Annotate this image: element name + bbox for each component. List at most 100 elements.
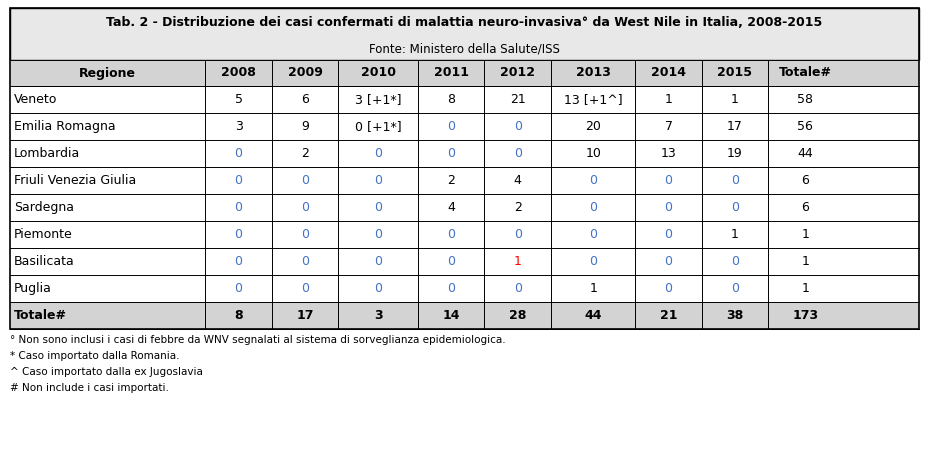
Bar: [10, 8, 918, 60]
Text: 1: 1: [801, 282, 808, 295]
Text: 2008: 2008: [221, 66, 256, 80]
Text: 0: 0: [301, 228, 309, 241]
Text: Veneto: Veneto: [14, 93, 58, 106]
Text: 58: 58: [796, 93, 813, 106]
Text: 38: 38: [726, 309, 742, 322]
Bar: [10, 302, 918, 329]
Text: 0: 0: [447, 120, 455, 133]
Text: 0: 0: [301, 282, 309, 295]
Text: 0: 0: [447, 147, 455, 160]
Text: 8: 8: [447, 93, 455, 106]
Text: Friuli Venezia Giulia: Friuli Venezia Giulia: [14, 174, 136, 187]
Text: 2009: 2009: [288, 66, 322, 80]
Text: 2: 2: [301, 147, 309, 160]
Text: 21: 21: [659, 309, 677, 322]
Text: 0: 0: [447, 282, 455, 295]
Text: 1: 1: [664, 93, 672, 106]
Text: 0: 0: [513, 147, 522, 160]
Bar: [10, 60, 918, 86]
Bar: [10, 8, 918, 329]
Text: 0: 0: [588, 201, 597, 214]
Text: 2: 2: [447, 174, 455, 187]
Text: 14: 14: [442, 309, 459, 322]
Text: ° Non sono inclusi i casi di febbre da WNV segnalati al sistema di sorveglianza : ° Non sono inclusi i casi di febbre da W…: [10, 335, 505, 345]
Text: ^ Caso importato dalla ex Jugoslavia: ^ Caso importato dalla ex Jugoslavia: [10, 367, 202, 377]
Text: 0: 0: [301, 174, 309, 187]
Text: 44: 44: [584, 309, 601, 322]
Text: 20: 20: [585, 120, 600, 133]
Bar: [10, 167, 918, 194]
Text: 1: 1: [730, 93, 738, 106]
Text: 19: 19: [727, 147, 742, 160]
Text: 1: 1: [588, 282, 597, 295]
Text: # Non include i casi importati.: # Non include i casi importati.: [10, 383, 169, 393]
Text: Totale#: Totale#: [14, 309, 67, 322]
Text: Fonte: Ministero della Salute/ISS: Fonte: Ministero della Salute/ISS: [368, 43, 560, 56]
Text: 4: 4: [513, 174, 521, 187]
Text: 8: 8: [234, 309, 242, 322]
Text: 10: 10: [585, 147, 600, 160]
Text: 0: 0: [235, 255, 242, 268]
Text: 0: 0: [301, 255, 309, 268]
Text: 4: 4: [447, 201, 455, 214]
Text: 0: 0: [235, 201, 242, 214]
Text: Puglia: Puglia: [14, 282, 52, 295]
Text: 7: 7: [664, 120, 672, 133]
Text: 3: 3: [373, 309, 382, 322]
Text: 0: 0: [513, 228, 522, 241]
Bar: [10, 275, 918, 302]
Text: 2011: 2011: [433, 66, 469, 80]
Text: 1: 1: [801, 228, 808, 241]
Text: 1: 1: [513, 255, 521, 268]
Text: Totale#: Totale#: [778, 66, 831, 80]
Text: 0: 0: [730, 282, 738, 295]
Text: 5: 5: [235, 93, 242, 106]
Text: 56: 56: [796, 120, 812, 133]
Text: 0: 0: [513, 120, 522, 133]
Bar: [10, 86, 918, 113]
Bar: [10, 221, 918, 248]
Text: Emilia Romagna: Emilia Romagna: [14, 120, 115, 133]
Text: 0: 0: [664, 228, 672, 241]
Text: Lombardia: Lombardia: [14, 147, 80, 160]
Text: Tab. 2 - Distribuzione dei casi confermati di malattia neuro-invasiva° da West N: Tab. 2 - Distribuzione dei casi conferma…: [107, 16, 821, 29]
Text: 0: 0: [374, 147, 381, 160]
Text: * Caso importato dalla Romania.: * Caso importato dalla Romania.: [10, 351, 179, 361]
Bar: [10, 194, 918, 221]
Text: 6: 6: [301, 93, 309, 106]
Bar: [10, 113, 918, 140]
Text: 0: 0: [588, 174, 597, 187]
Text: 2014: 2014: [651, 66, 686, 80]
Text: 3 [+1*]: 3 [+1*]: [354, 93, 401, 106]
Text: 2012: 2012: [499, 66, 535, 80]
Text: 1: 1: [730, 228, 738, 241]
Text: 0: 0: [235, 147, 242, 160]
Text: 0: 0: [664, 282, 672, 295]
Text: 2: 2: [513, 201, 521, 214]
Text: Basilicata: Basilicata: [14, 255, 74, 268]
Text: 0: 0: [588, 255, 597, 268]
Text: 13: 13: [660, 147, 676, 160]
Text: 0: 0: [374, 255, 381, 268]
Text: 17: 17: [296, 309, 314, 322]
Text: 0: 0: [235, 174, 242, 187]
Bar: [10, 248, 918, 275]
Text: 13 [+1^]: 13 [+1^]: [563, 93, 622, 106]
Text: 0: 0: [374, 282, 381, 295]
Text: 0: 0: [447, 228, 455, 241]
Text: Sardegna: Sardegna: [14, 201, 74, 214]
Text: 0: 0: [664, 174, 672, 187]
Text: 0: 0: [374, 174, 381, 187]
Text: 0: 0: [664, 255, 672, 268]
Text: 0: 0: [447, 255, 455, 268]
Text: Piemonte: Piemonte: [14, 228, 72, 241]
Text: 6: 6: [801, 174, 808, 187]
Text: 0: 0: [301, 201, 309, 214]
Text: 0: 0: [730, 174, 738, 187]
Bar: [10, 140, 918, 167]
Text: 44: 44: [796, 147, 812, 160]
Text: 0 [+1*]: 0 [+1*]: [354, 120, 401, 133]
Text: 1: 1: [801, 255, 808, 268]
Text: 0: 0: [730, 201, 738, 214]
Text: 0: 0: [513, 282, 522, 295]
